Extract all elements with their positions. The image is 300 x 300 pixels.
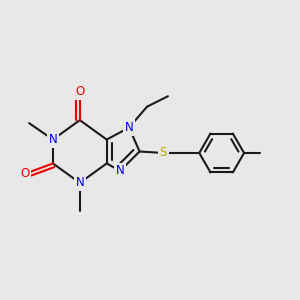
Text: N: N (49, 133, 57, 146)
Text: N: N (125, 121, 134, 134)
Text: O: O (75, 85, 85, 98)
Text: N: N (76, 176, 84, 189)
Text: S: S (160, 146, 167, 160)
Text: N: N (116, 164, 124, 177)
Text: O: O (20, 167, 29, 180)
